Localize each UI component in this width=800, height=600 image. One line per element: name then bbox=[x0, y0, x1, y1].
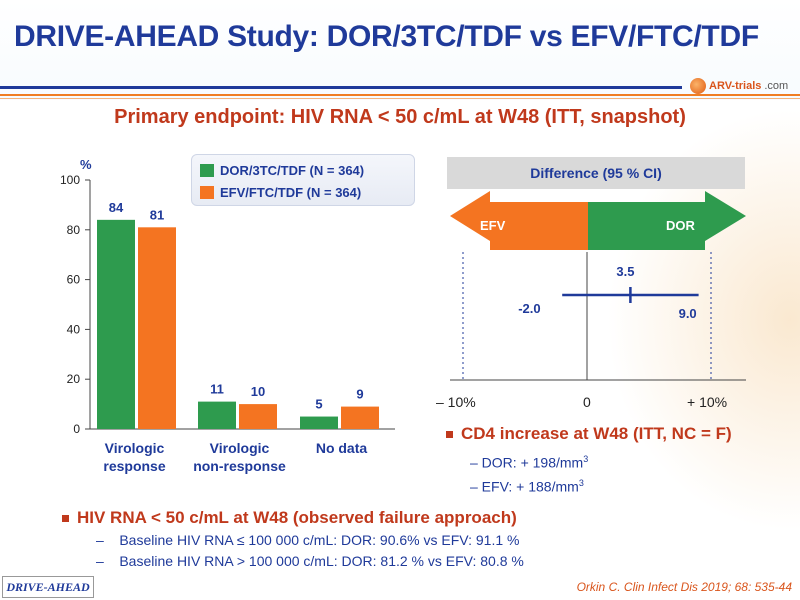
header-band bbox=[0, 0, 800, 100]
chart-legend: DOR/3TC/TDF (N = 364) EFV/FTC/TDF (N = 3… bbox=[191, 154, 415, 206]
cd4-title: CD4 increase at W48 (ITT, NC = F) bbox=[446, 424, 732, 444]
citation: Orkin C. Clin Infect Dis 2019; 68: 535-4… bbox=[576, 580, 792, 594]
y-tick-label: 100 bbox=[60, 173, 80, 187]
observed-title-text: HIV RNA < 50 c/mL at W48 (observed failu… bbox=[77, 508, 517, 527]
category-label: response bbox=[103, 458, 165, 474]
cd4-efv-text: – EFV: + 188/mm bbox=[470, 478, 579, 495]
cd4-dor-text: – DOR: + 198/mm bbox=[470, 454, 584, 471]
difference-header: Difference (95 % CI) bbox=[447, 157, 745, 189]
bar-value-label: 84 bbox=[109, 200, 124, 215]
legend-label-efv: EFV/FTC/TDF (N = 364) bbox=[220, 184, 362, 200]
title-rule-orange-thin bbox=[0, 98, 800, 99]
observed-title: HIV RNA < 50 c/mL at W48 (observed failu… bbox=[62, 508, 517, 528]
footer-study-tag: DRIVE-AHEAD bbox=[2, 576, 94, 598]
bullet-icon bbox=[62, 515, 69, 523]
legend-item-dor: DOR/3TC/TDF (N = 364) bbox=[200, 159, 406, 181]
cd4-efv-sup: 3 bbox=[578, 478, 584, 488]
legend-label-dor: DOR/3TC/TDF (N = 364) bbox=[220, 162, 365, 178]
category-label: Virologic bbox=[105, 440, 165, 456]
y-tick-label: 0 bbox=[73, 422, 80, 436]
y-axis-label: % bbox=[80, 157, 92, 172]
observed-line-1: – Baseline HIV RNA ≤ 100 000 c/mL: DOR: … bbox=[96, 532, 520, 548]
forest-tick-zero: 0 bbox=[583, 394, 591, 410]
legend-swatch-efv bbox=[200, 185, 214, 199]
bar-dor bbox=[97, 219, 135, 429]
arrow-left-label: EFV bbox=[480, 218, 506, 233]
arrow-right-label: DOR bbox=[666, 218, 696, 233]
logo-brand-text: ARV-trials bbox=[709, 80, 762, 92]
bullet-icon bbox=[446, 431, 453, 439]
cd4-line-efv: – EFV: + 188/mm3 bbox=[470, 478, 584, 495]
legend-item-efv: EFV/FTC/TDF (N = 364) bbox=[200, 181, 406, 203]
bar-efv bbox=[138, 227, 176, 429]
y-tick-label: 20 bbox=[67, 372, 81, 386]
cd4-dor-sup: 3 bbox=[583, 454, 589, 464]
logo-domain-text: .com bbox=[764, 80, 789, 92]
bar-dor bbox=[300, 416, 338, 429]
y-tick-label: 80 bbox=[67, 223, 81, 237]
legend-swatch-dor bbox=[200, 163, 214, 177]
category-label: non-response bbox=[193, 458, 286, 474]
category-label: No data bbox=[316, 440, 368, 456]
slide-subtitle: Primary endpoint: HIV RNA < 50 c/mL at W… bbox=[114, 106, 686, 128]
arrow-right-dor bbox=[588, 191, 746, 250]
bar-value-label: 5 bbox=[315, 397, 322, 412]
arv-trials-logo: ARV-trials .com bbox=[690, 78, 788, 94]
slide-title: DRIVE-AHEAD Study: DOR/3TC/TDF vs EFV/FT… bbox=[14, 20, 759, 53]
bar-value-label: 81 bbox=[150, 207, 164, 222]
bar-efv bbox=[239, 404, 277, 429]
arv-trials-logo-icon bbox=[690, 78, 706, 94]
y-tick-label: 60 bbox=[67, 273, 81, 287]
ci-upper-label: 9.0 bbox=[679, 306, 697, 321]
forest-tick-right: + 10% bbox=[687, 394, 727, 410]
y-tick-label: 40 bbox=[67, 322, 81, 336]
title-rule-blue bbox=[0, 86, 682, 89]
cd4-line-dor: – DOR: + 198/mm3 bbox=[470, 454, 588, 471]
bar-value-label: 11 bbox=[210, 382, 224, 397]
bar-value-label: 9 bbox=[356, 387, 363, 402]
title-rule-orange bbox=[0, 94, 800, 96]
bar-value-label: 10 bbox=[251, 384, 265, 399]
observed-line-2: – Baseline HIV RNA > 100 000 c/mL: DOR: … bbox=[96, 553, 524, 569]
ci-lower-label: -2.0 bbox=[518, 301, 540, 316]
cd4-title-text: CD4 increase at W48 (ITT, NC = F) bbox=[461, 424, 732, 443]
estimate-label: 3.5 bbox=[616, 264, 634, 279]
arrow-left-efv bbox=[450, 191, 588, 250]
bar-dor bbox=[198, 401, 236, 429]
forest-tick-left: – 10% bbox=[436, 394, 476, 410]
bar-efv bbox=[341, 406, 379, 429]
category-label: Virologic bbox=[210, 440, 270, 456]
